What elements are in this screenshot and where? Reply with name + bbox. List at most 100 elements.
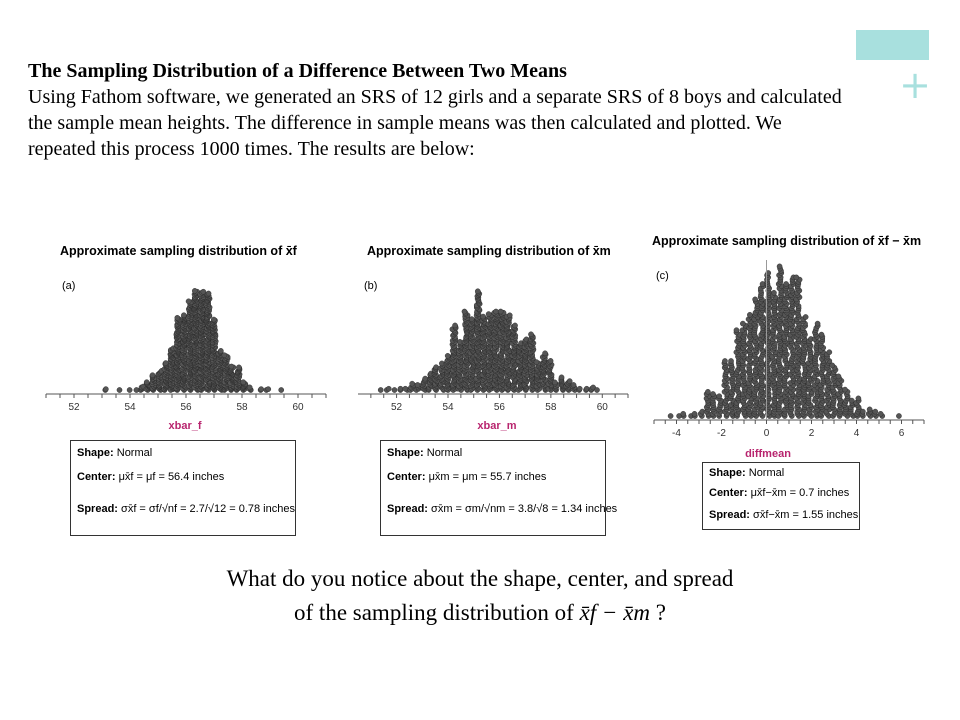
data-dot bbox=[452, 322, 458, 329]
data-dot bbox=[377, 387, 384, 393]
data-dot bbox=[414, 382, 421, 388]
x-tick-label: 52 bbox=[68, 402, 80, 413]
dotplot-diffmean: -4 -2 0 2 4 6 bbox=[653, 260, 925, 439]
question-line-1: What do you notice about the shape, cent… bbox=[226, 566, 734, 591]
data-dot bbox=[533, 359, 540, 365]
panel-title: Approximate sampling distribution of x̄f bbox=[60, 244, 297, 258]
data-dot bbox=[590, 384, 596, 391]
dotplot-xbar-f: 52 54 56 58 60 bbox=[45, 288, 327, 413]
data-dot bbox=[391, 387, 398, 393]
shape-value: Normal bbox=[426, 447, 463, 459]
shape-label: Shape: bbox=[387, 447, 424, 459]
x-axis-label: xbar_f bbox=[168, 420, 202, 432]
data-dot bbox=[752, 296, 758, 303]
data-dot bbox=[776, 263, 783, 270]
data-dot bbox=[246, 384, 253, 391]
data-dot bbox=[691, 410, 698, 417]
data-dot bbox=[848, 397, 855, 404]
data-dot bbox=[205, 290, 212, 297]
data-dot bbox=[265, 386, 272, 392]
data-dot bbox=[512, 322, 518, 329]
panel-label: (b) bbox=[364, 280, 378, 292]
data-dot bbox=[716, 393, 723, 399]
data-dot bbox=[722, 358, 728, 364]
data-dot bbox=[211, 316, 217, 323]
x-tick-label: 58 bbox=[545, 402, 557, 413]
center-label: Center: bbox=[77, 471, 116, 483]
data-dot bbox=[733, 327, 740, 333]
summary-box: Shape: Normal Center: μx̄f = μf = 56.4 i… bbox=[70, 440, 296, 536]
data-dot bbox=[480, 313, 486, 320]
slide-title: The Sampling Distribution of a Differenc… bbox=[28, 60, 567, 82]
data-dot bbox=[802, 314, 809, 320]
data-dot bbox=[855, 395, 862, 402]
data-dot bbox=[221, 352, 228, 359]
shape-label: Shape: bbox=[77, 447, 114, 459]
data-dot bbox=[228, 363, 235, 370]
data-dot bbox=[218, 348, 224, 354]
center-label: Center: bbox=[709, 487, 748, 499]
data-dot bbox=[594, 387, 600, 393]
spread-label: Spread: bbox=[77, 503, 118, 515]
data-dot bbox=[468, 316, 475, 322]
x-tick-label: 4 bbox=[854, 428, 860, 439]
center-label: Center: bbox=[387, 471, 426, 483]
question-suffix: ? bbox=[650, 600, 666, 625]
data-dot bbox=[174, 315, 181, 321]
question-prefix: of the sampling distribution of bbox=[294, 600, 580, 625]
intro-body: Using Fathom software, we generated an S… bbox=[28, 86, 842, 160]
data-dot bbox=[860, 408, 866, 415]
data-dot bbox=[566, 378, 573, 384]
data-dot bbox=[240, 379, 247, 385]
data-dot bbox=[728, 358, 734, 364]
data-dot bbox=[162, 360, 169, 366]
x-tick-label: 52 bbox=[391, 402, 403, 413]
data-dot bbox=[506, 312, 513, 319]
x-tick-label: 54 bbox=[442, 402, 454, 413]
accent-box bbox=[856, 30, 929, 60]
spread-value: σx̄m = σm/√nm = 3.8/√8 = 1.34 inches bbox=[431, 503, 618, 515]
data-dot bbox=[143, 379, 150, 385]
x-tick-label: 56 bbox=[180, 402, 192, 413]
data-dot bbox=[814, 320, 821, 327]
data-dot bbox=[680, 410, 687, 417]
data-dot bbox=[740, 320, 746, 327]
plus-icon: + bbox=[899, 63, 931, 107]
data-dot bbox=[866, 406, 873, 413]
data-dot bbox=[793, 274, 800, 281]
dotplot-xbar-m: 52 54 56 58 60 bbox=[358, 288, 629, 413]
panel-title: Approximate sampling distribution of x̄m bbox=[367, 244, 611, 258]
x-tick-label: 60 bbox=[292, 402, 304, 413]
data-dot bbox=[475, 288, 481, 295]
panel-label: (a) bbox=[62, 280, 76, 292]
panel-title: Approximate sampling distribution of x̄f… bbox=[652, 234, 922, 248]
data-dot bbox=[103, 386, 109, 392]
summary-box: Shape: Normal Center: μx̄f−x̄m = 0.7 inc… bbox=[702, 462, 860, 530]
data-dot bbox=[497, 308, 504, 315]
data-dot bbox=[877, 410, 884, 417]
data-dot bbox=[461, 308, 468, 315]
x-tick-label: 56 bbox=[494, 402, 506, 413]
spread-value: σx̄f−x̄m = 1.55 inches bbox=[753, 509, 859, 521]
data-dot bbox=[842, 386, 848, 393]
spread-label: Spread: bbox=[709, 509, 750, 521]
data-dot bbox=[422, 375, 429, 382]
question-line-2: of the sampling distribution of x̄f − x̄… bbox=[0, 600, 960, 626]
data-dot bbox=[771, 290, 777, 296]
spread-label: Spread: bbox=[387, 503, 428, 515]
center-value: μx̄f = μf = 56.4 inches bbox=[118, 471, 225, 483]
data-dot bbox=[547, 358, 554, 364]
data-dot bbox=[552, 379, 558, 386]
x-tick-label: 54 bbox=[124, 402, 136, 413]
panel-difference: Approximate sampling distribution of x̄f… bbox=[648, 222, 938, 542]
data-dot bbox=[528, 331, 534, 338]
data-dot bbox=[872, 408, 879, 415]
data-dot bbox=[542, 350, 548, 357]
data-dot bbox=[558, 374, 565, 381]
x-tick-label: 0 bbox=[764, 428, 770, 439]
data-dot bbox=[818, 331, 825, 338]
x-axis-label: diffmean bbox=[745, 448, 791, 460]
data-dot bbox=[747, 312, 753, 318]
data-dot bbox=[667, 413, 674, 419]
data-dot bbox=[397, 385, 404, 392]
